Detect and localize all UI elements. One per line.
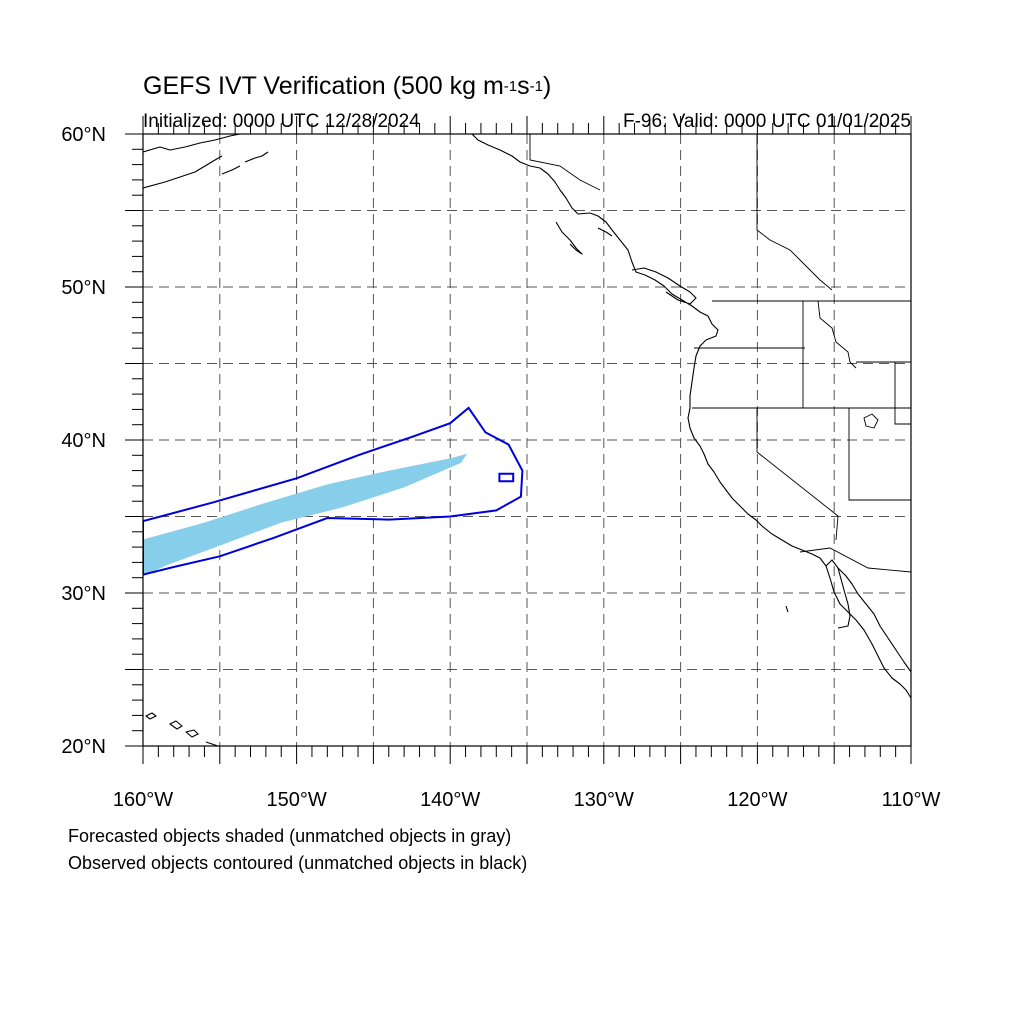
title-main: GEFS IVT Verification (500 kg m (143, 72, 504, 100)
map-title: GEFS IVT Verification (500 kg m-1s-1) (143, 72, 551, 101)
valid-label: F-96: Valid: 0000 UTC 01/01/2025 (623, 111, 911, 132)
us-west-coast (687, 315, 911, 699)
lat-tick-label: 30°N (61, 583, 106, 605)
bc-coast (555, 221, 709, 317)
title-close: ) (542, 72, 552, 100)
forecast-footnote: Forecasted objects shaded (unmatched obj… (68, 826, 512, 846)
lat-tick-label: 40°N (61, 430, 106, 452)
inland-line-north (756, 134, 857, 369)
lon-tick-label: 120°W (727, 789, 787, 811)
lon-tick-label: 140°W (420, 789, 480, 811)
title-mid: s (517, 72, 530, 100)
lat-tick-label: 20°N (61, 736, 106, 758)
axis-labels: 160°W 150°W 140°W 130°W 120°W 110°W 20°N 30°N 40… (61, 124, 940, 811)
baja-california (785, 559, 911, 673)
observed-object-small-contour (498, 472, 515, 483)
alaska-canada-border (529, 134, 601, 191)
axis-ticks (125, 116, 912, 764)
lon-tick-label: 150°W (266, 789, 326, 811)
alaska-coast (143, 134, 613, 231)
state-boundaries (692, 301, 911, 573)
lat-tick-label: 50°N (61, 277, 106, 299)
lon-tick-label: 130°W (574, 789, 634, 811)
title-exp2: -1 (529, 78, 543, 95)
initialized-label: Initialized: 0000 UTC 12/28/2024 (143, 111, 420, 132)
lat-tick-label: 60°N (61, 124, 106, 146)
ivt-objects (143, 406, 524, 577)
political-boundaries (529, 134, 911, 573)
forecast-object-shaded (143, 453, 468, 577)
lon-tick-label: 110°W (882, 789, 941, 811)
observed-footnote: Observed objects contoured (unmatched ob… (68, 853, 528, 873)
great-salt-lake (863, 413, 879, 429)
hawaii-islands (145, 712, 219, 746)
observed-object-contour (143, 406, 524, 576)
coastlines (143, 134, 911, 746)
lon-tick-label: 160°W (113, 789, 173, 811)
title-exp1: -1 (503, 78, 518, 95)
